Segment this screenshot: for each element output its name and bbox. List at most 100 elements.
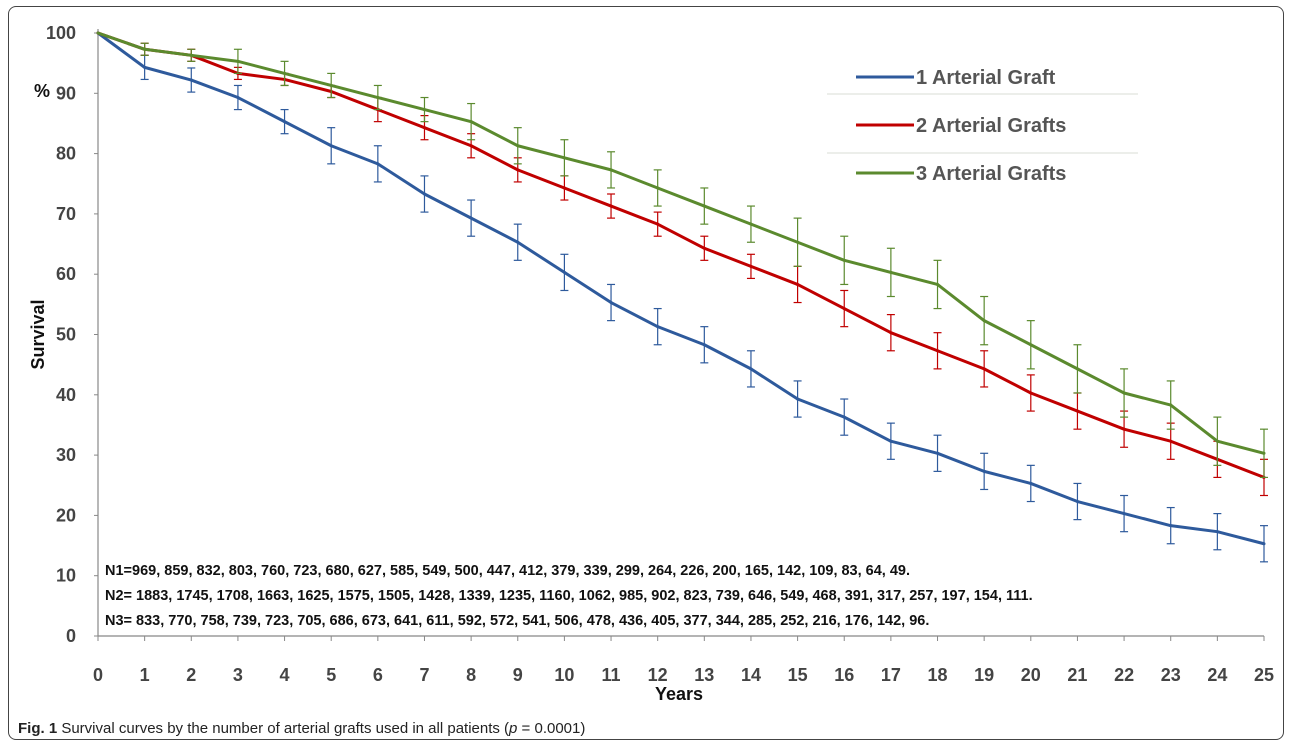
x-tick-label: 6 <box>373 665 383 685</box>
n-annotation: N3= 833, 770, 758, 739, 723, 705, 686, 6… <box>105 613 929 629</box>
data-point <box>1075 367 1079 371</box>
caption-label: Fig. 1 <box>18 720 58 737</box>
data-point <box>562 270 566 274</box>
x-tick-label: 0 <box>93 665 103 685</box>
caption-p-value: = 0.0001) <box>517 720 586 737</box>
data-point <box>982 367 986 371</box>
data-point <box>562 156 566 160</box>
series-line <box>97 31 1265 546</box>
data-point <box>1075 409 1079 413</box>
x-tick-label: 16 <box>834 665 854 685</box>
x-tick-label: 2 <box>186 665 196 685</box>
y-tick-label: 80 <box>56 144 76 164</box>
n-annotation: N1=969, 859, 832, 803, 760, 723, 680, 62… <box>105 563 910 579</box>
chart-axes <box>94 29 1265 641</box>
y-tick-label: 40 <box>56 385 76 405</box>
data-point <box>842 307 846 311</box>
number-at-risk-annotations: N1=969, 859, 832, 803, 760, 723, 680, 62… <box>105 563 1033 629</box>
data-point <box>609 168 613 172</box>
data-point <box>982 469 986 473</box>
series-1 <box>96 31 1268 563</box>
data-point <box>1122 391 1126 395</box>
series-line <box>97 31 1265 479</box>
data-point <box>1169 403 1173 407</box>
data-point <box>1262 542 1266 546</box>
data-point <box>422 126 426 130</box>
x-tick-label: 21 <box>1067 665 1087 685</box>
y-tick-label: 70 <box>56 204 76 224</box>
data-point <box>1169 439 1173 443</box>
data-point <box>562 186 566 190</box>
series-line <box>97 31 1265 455</box>
x-tick-label: 7 <box>419 665 429 685</box>
data-point <box>749 222 753 226</box>
x-tick-label: 24 <box>1207 665 1227 685</box>
y-tick-label: 30 <box>56 445 76 465</box>
data-point <box>796 397 800 401</box>
data-point <box>469 216 473 220</box>
x-tick-label: 11 <box>602 665 621 685</box>
data-point <box>842 415 846 419</box>
x-tick-label: 1 <box>140 665 150 685</box>
y-tick-label: 0 <box>66 626 76 646</box>
legend: 1 Arterial Graft 2 Arterial Grafts 3 Arter… <box>827 67 1138 185</box>
data-point <box>283 120 287 124</box>
legend-label: 3 Arterial Grafts <box>916 163 1066 185</box>
data-point <box>376 96 380 100</box>
x-tick-label: 17 <box>881 665 901 685</box>
y-axis-title: Survival <box>28 299 48 369</box>
x-tick-label: 23 <box>1161 665 1181 685</box>
series-2 <box>96 31 1268 497</box>
data-point <box>1029 343 1033 347</box>
data-point <box>749 367 753 371</box>
data-point <box>516 168 520 172</box>
figure-frame <box>8 6 1284 740</box>
data-point <box>609 204 613 208</box>
y-tick-labels: 0 10 20 30 40 50 60 70 80 90 100 <box>46 23 76 646</box>
x-tick-label: 4 <box>280 665 290 685</box>
x-tick-label: 25 <box>1254 665 1274 685</box>
data-point <box>702 246 706 250</box>
x-tick-label: 20 <box>1021 665 1041 685</box>
x-tick-label: 3 <box>233 665 243 685</box>
legend-label: 2 Arterial Grafts <box>916 115 1066 137</box>
data-point <box>749 264 753 268</box>
data-point <box>469 144 473 148</box>
data-point <box>936 349 940 353</box>
series-3 <box>96 31 1268 479</box>
data-point <box>143 65 147 69</box>
data-point <box>936 282 940 286</box>
data-point <box>796 282 800 286</box>
x-tick-label: 10 <box>554 665 574 685</box>
data-point <box>189 53 193 57</box>
data-point <box>1029 391 1033 395</box>
y-tick-label: 60 <box>56 264 76 284</box>
plot-area <box>96 31 1268 563</box>
legend-label: 1 Arterial Graft <box>916 67 1056 89</box>
data-point <box>936 451 940 455</box>
y-tick-label: 20 <box>56 505 76 525</box>
x-tick-label: 5 <box>326 665 336 685</box>
figure-caption: Fig. 1 Survival curves by the number of … <box>18 720 585 737</box>
n-annotation: N2= 1883, 1745, 1708, 1663, 1625, 1575, … <box>105 588 1033 604</box>
data-point <box>1075 500 1079 504</box>
data-point <box>842 258 846 262</box>
x-tick-label: 19 <box>974 665 994 685</box>
data-point <box>1262 451 1266 455</box>
data-point <box>702 343 706 347</box>
data-point <box>516 144 520 148</box>
caption-text: Survival curves by the number of arteria… <box>57 720 510 737</box>
data-point <box>283 71 287 75</box>
data-point <box>422 192 426 196</box>
data-point <box>1122 512 1126 516</box>
data-point <box>656 186 660 190</box>
data-point <box>516 240 520 244</box>
data-point <box>982 319 986 323</box>
y-tick-label: 50 <box>56 325 76 345</box>
data-point <box>143 47 147 51</box>
data-point <box>469 120 473 124</box>
x-tick-labels: 0 1 2 3 4 5 6 7 8 9 10 11 12 13 14 15 16 17 18 19 20 21 22 23 24… <box>93 665 1274 685</box>
data-point <box>329 144 333 148</box>
data-point <box>96 31 100 35</box>
